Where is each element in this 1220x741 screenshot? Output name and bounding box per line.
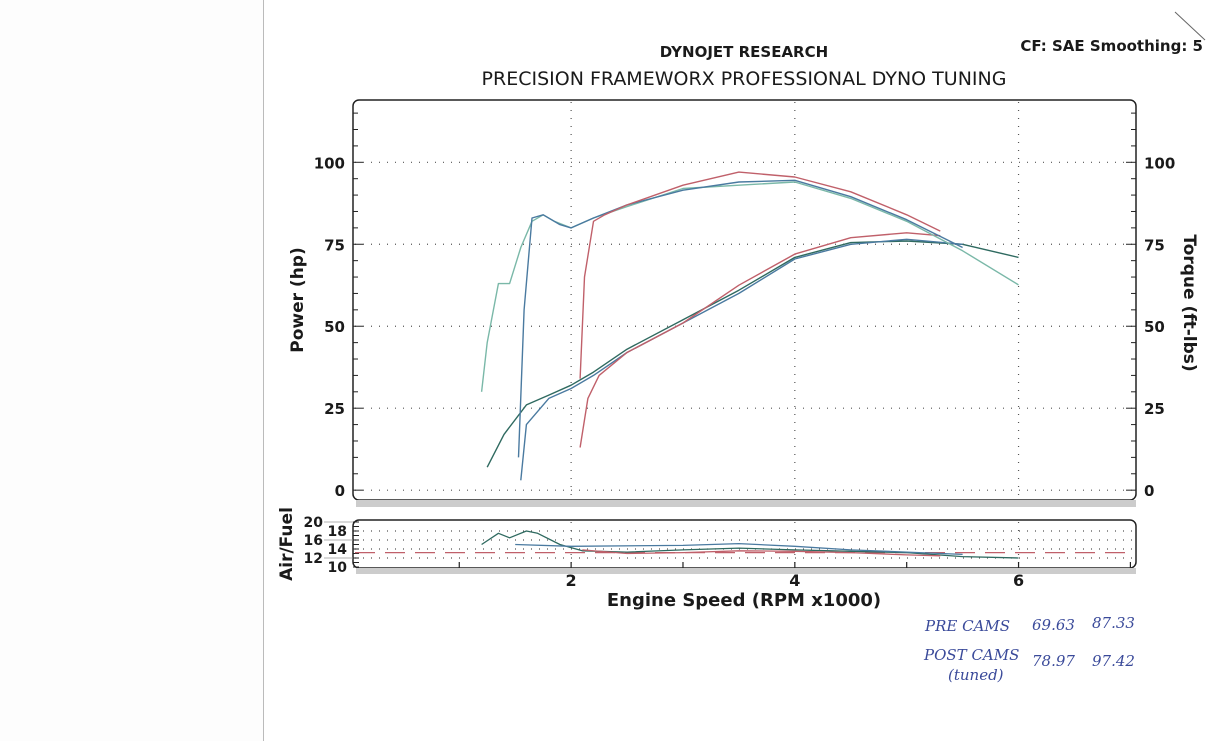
grid <box>355 102 1134 566</box>
handwritten-notes: PRE CAMS 69.63 87.33 POST CAMS (tuned) 7… <box>923 614 1135 684</box>
note-pre-label: PRE CAMS <box>924 617 1010 635</box>
y-tick-label: 75 <box>324 236 345 254</box>
settings-text: CF: SAE Smoothing: 5 <box>1020 37 1203 55</box>
x-axis-label: Engine Speed (RPM x1000) <box>607 590 881 611</box>
torque-curve <box>579 171 941 379</box>
note-pre-tq: 87.33 <box>1092 614 1135 632</box>
x-tick-label: 4 <box>789 571 800 590</box>
afr-tick-label: 10 <box>328 560 348 576</box>
afr-tick-label: 20 <box>304 515 324 531</box>
y-tick-label: 25 <box>324 400 345 418</box>
x-tick-label: 2 <box>566 571 577 590</box>
power-curve <box>520 238 963 481</box>
afr-curve <box>515 542 963 556</box>
note-post-label: POST CAMS <box>923 646 1019 664</box>
y-tick-label: 0 <box>335 482 345 500</box>
y-axis-label: Power (hp) <box>288 247 308 353</box>
afr-tick-label: 18 <box>328 524 347 540</box>
series-group <box>355 171 1134 559</box>
y-tick-label: 100 <box>314 154 345 172</box>
afr-tick-label: 14 <box>328 542 348 558</box>
power-curve <box>579 232 941 448</box>
main-plot-shadow <box>356 500 1136 507</box>
note-pre-hp: 69.63 <box>1032 616 1075 634</box>
x-tick-label: 6 <box>1013 571 1024 590</box>
scan-margin <box>0 0 264 741</box>
y2-tick-label: 100 <box>1144 154 1175 172</box>
torque-curve <box>517 179 963 458</box>
note-post-sub: (tuned) <box>948 666 1004 684</box>
afr-plot-shadow <box>356 568 1136 574</box>
y2-tick-label: 75 <box>1144 236 1165 254</box>
afr-curve <box>582 549 941 557</box>
main-plot-frame <box>352 99 1137 501</box>
afr-tick-label: 12 <box>304 551 323 567</box>
note-post-tq: 97.42 <box>1092 652 1135 670</box>
note-post-hp: 78.97 <box>1032 652 1075 670</box>
y2-tick-label: 0 <box>1144 482 1154 500</box>
afr-tick-label: 16 <box>304 533 323 549</box>
afr-curve <box>481 530 1019 559</box>
afr-axis-label: Air/Fuel <box>277 507 297 581</box>
y2-tick-label: 50 <box>1144 318 1165 336</box>
company-title: DYNOJET RESEARCH <box>660 43 828 61</box>
y2-axis-label: Torque (ft-lbs) <box>1179 234 1199 371</box>
power-curve <box>486 240 1019 468</box>
y2-tick-label: 25 <box>1144 400 1165 418</box>
fold-mark <box>1174 11 1206 41</box>
chart-subtitle: PRECISION FRAMEWORX PROFESSIONAL DYNO TU… <box>482 68 1007 90</box>
y-tick-label: 50 <box>324 318 345 336</box>
